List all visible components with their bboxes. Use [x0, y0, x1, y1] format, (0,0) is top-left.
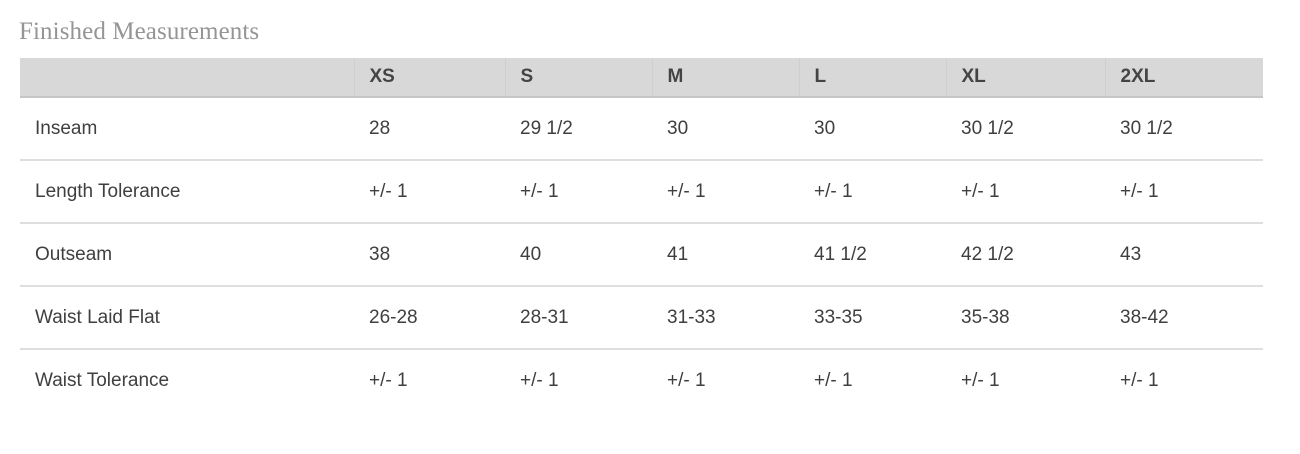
- cell-length-tolerance-xl: +/- 1: [946, 160, 1105, 224]
- cell-waist-tolerance-m: +/- 1: [667, 369, 706, 391]
- cell-waist-tolerance-2xl: +/- 1: [1120, 369, 1159, 391]
- cell-waist-laid-flat-xs: 26-28: [354, 286, 505, 350]
- row-label-length-tolerance: Length Tolerance: [20, 160, 354, 224]
- cell-length-tolerance-s: +/- 1: [505, 160, 652, 224]
- table-row: Length Tolerance +/- 1 +/- 1 +/- 1 +/- 1…: [20, 160, 1263, 224]
- cell-waist-laid-flat-l: 33-35: [799, 286, 946, 350]
- column-header-2xl: 2XL: [1105, 58, 1263, 98]
- column-header-m: M: [652, 58, 800, 98]
- cell-waist-laid-flat-xl: 35-38: [946, 286, 1105, 350]
- cell-inseam-m: 30: [652, 97, 799, 161]
- column-header-s: S: [505, 58, 653, 98]
- cell-waist-tolerance-l: +/- 1: [814, 369, 853, 391]
- cell-length-tolerance-xs: +/- 1: [354, 160, 505, 224]
- cell-outseam-l: 41 1/2: [799, 223, 946, 287]
- cell-outseam-s: 40: [505, 223, 652, 287]
- table-header: XS S M L XL 2XL: [20, 58, 1263, 98]
- row-label-outseam: Outseam: [20, 223, 354, 287]
- cell-length-tolerance-2xl: +/- 1: [1105, 160, 1263, 224]
- cell-waist-laid-flat-2xl: 38-42: [1105, 286, 1263, 350]
- table-row: Waist Laid Flat 26-28 28-31 31-33 33-35 …: [20, 286, 1263, 350]
- cell-inseam-s: 29 1/2: [505, 97, 652, 161]
- finished-measurements-table: XS S M L XL 2XL Inseam 28 29 1/2 30 30 3…: [20, 58, 1263, 411]
- cell-outseam-2xl: 43: [1105, 223, 1263, 287]
- page-title: Finished Measurements: [19, 18, 260, 45]
- table-row: Inseam 28 29 1/2 30 30 30 1/2 30 1/2: [20, 97, 1263, 161]
- cell-waist-tolerance-xs: +/- 1: [369, 369, 408, 391]
- table-row: Outseam 38 40 41 41 1/2 42 1/2 43: [20, 223, 1263, 287]
- cell-outseam-m: 41: [652, 223, 799, 287]
- table-row: Waist Tolerance +/- 1 +/- 1 +/- 1 +/- 1 …: [20, 349, 1263, 411]
- cell-waist-tolerance-xl: +/- 1: [961, 369, 1000, 391]
- column-header-xs: XS: [354, 58, 506, 98]
- column-header-xl: XL: [946, 58, 1106, 98]
- cell-waist-laid-flat-s: 28-31: [505, 286, 652, 350]
- cell-length-tolerance-l: +/- 1: [799, 160, 946, 224]
- column-header-measurement: [20, 58, 355, 98]
- row-label-inseam: Inseam: [20, 97, 354, 161]
- cell-length-tolerance-m: +/- 1: [652, 160, 799, 224]
- cell-waist-laid-flat-m: 31-33: [652, 286, 799, 350]
- cell-inseam-xl: 30 1/2: [946, 97, 1105, 161]
- cell-outseam-xl: 42 1/2: [946, 223, 1105, 287]
- cell-inseam-l: 30: [799, 97, 946, 161]
- table-header-row: XS S M L XL 2XL: [20, 58, 1263, 98]
- column-header-l: L: [799, 58, 947, 98]
- cell-inseam-2xl: 30 1/2: [1105, 97, 1263, 161]
- row-label-waist-tolerance: Waist Tolerance: [35, 369, 170, 391]
- row-label-waist-laid-flat: Waist Laid Flat: [20, 286, 354, 350]
- table-body: Inseam 28 29 1/2 30 30 30 1/2 30 1/2 Len…: [20, 97, 1263, 411]
- cell-outseam-xs: 38: [354, 223, 505, 287]
- cell-inseam-xs: 28: [354, 97, 505, 161]
- cell-waist-tolerance-s: +/- 1: [520, 369, 559, 391]
